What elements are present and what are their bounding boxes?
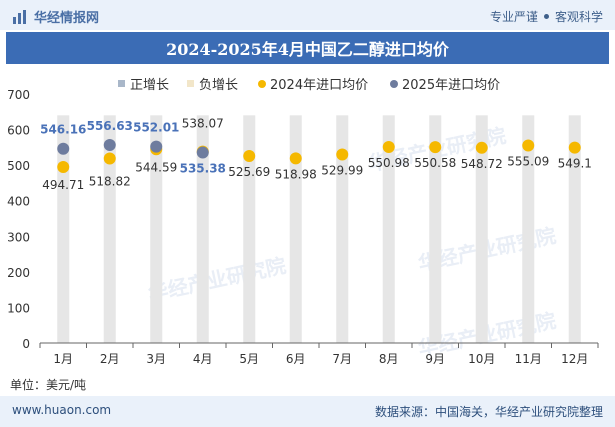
chart: 华经产业研究院华经产业研究院华经产业研究院华经产业研究院正增长负增长2024年进… (7, 78, 599, 366)
point-2025 (196, 146, 209, 159)
data-label-2024: 518.98 (275, 167, 317, 181)
y-tick-label: 500 (7, 159, 30, 173)
data-label-2025: 552.01 (133, 121, 179, 135)
footer-website[interactable]: www.huaon.com (12, 403, 112, 417)
point-2025 (103, 138, 116, 151)
y-tick-label: 700 (7, 88, 30, 102)
legend-marker-1 (187, 80, 194, 87)
data-label-2025: 546.16 (40, 123, 86, 137)
point-2024 (103, 152, 116, 165)
point-2025 (150, 140, 163, 153)
y-tick-label: 300 (7, 230, 30, 244)
background-bar (568, 115, 581, 343)
footer-source: 数据来源：中国海关，华经产业研究院整理 (374, 405, 603, 419)
title-bar: 2024-2025年4月中国乙二醇进口均价 (6, 32, 609, 64)
x-tick-label: 12月 (561, 352, 588, 366)
data-label-2024: 525.69 (228, 165, 270, 179)
y-tick-label: 100 (7, 301, 30, 315)
x-tick-label: 4月 (193, 352, 213, 366)
top-bar: 华经情报网 专业严谨 客观科学 (0, 0, 615, 30)
brand[interactable]: 华经情报网 (12, 7, 99, 26)
point-2024 (568, 141, 581, 154)
background-bar (103, 115, 116, 343)
point-2024 (475, 141, 488, 154)
y-tick-label: 600 (7, 124, 30, 138)
brand-name: 华经情报网 (34, 11, 100, 26)
data-label-2024: 550.98 (368, 156, 410, 170)
background-bar (522, 115, 535, 343)
legend-label-2: 2024年进口均价 (270, 78, 368, 93)
data-label-2024: 548.72 (461, 157, 503, 171)
background-bar (336, 115, 349, 343)
x-tick-label: 3月 (146, 352, 166, 366)
data-label-2025: 535.38 (180, 162, 226, 176)
watermark-text: 华经产业研究院 (146, 253, 288, 306)
background-bar (57, 115, 70, 343)
slogan-part-1: 专业严谨 (489, 10, 538, 24)
data-label-2024: 544.59 (135, 160, 177, 174)
point-2024 (243, 150, 256, 163)
unit-label: 单位：美元/吨 (10, 378, 87, 392)
x-tick-label: 10月 (468, 352, 495, 366)
data-label-2024: 494.71 (42, 178, 84, 192)
point-2024 (57, 161, 70, 174)
brand-logo-icon (13, 9, 26, 24)
x-tick-label: 1月 (53, 352, 73, 366)
x-tick-label: 6月 (286, 352, 306, 366)
point-2025 (57, 142, 70, 155)
background-bar (150, 115, 163, 343)
point-2024 (289, 152, 302, 165)
background-bar (243, 115, 256, 343)
data-label-2024: 549.1 (558, 157, 592, 171)
point-2024 (336, 148, 349, 161)
legend-marker-0 (118, 80, 125, 87)
background-bar (429, 115, 442, 343)
legend-label-1: 负增长 (199, 78, 238, 93)
y-tick-label: 400 (7, 195, 30, 209)
point-2024 (429, 141, 442, 154)
x-tick-label: 8月 (379, 352, 399, 366)
slogan-part-2: 客观科学 (554, 10, 603, 24)
x-tick-label: 7月 (332, 352, 352, 366)
slogan: 专业严谨 客观科学 (490, 8, 603, 25)
legend-marker-2 (258, 80, 266, 88)
x-tick-label: 11月 (515, 352, 542, 366)
legend-label-0: 正增长 (130, 78, 169, 93)
x-tick-label: 5月 (239, 352, 259, 366)
data-label-2024: 550.58 (414, 156, 456, 170)
x-tick-label: 9月 (425, 352, 445, 366)
data-label-2024: 538.07 (182, 117, 224, 131)
data-label-2024: 518.82 (89, 174, 131, 188)
background-bar (289, 115, 302, 343)
separator-dot-icon (543, 14, 549, 19)
y-tick-label: 200 (7, 266, 30, 280)
background-bar (382, 115, 395, 343)
chart-title: 2024-2025年4月中国乙二醇进口均价 (166, 40, 449, 59)
background-bar (196, 115, 209, 343)
footer: www.huaon.com 数据来源：中国海关，华经产业研究院整理 (0, 396, 615, 427)
legend-marker-3 (390, 80, 398, 88)
point-2024 (382, 141, 395, 154)
data-label-2024: 529.99 (321, 163, 363, 177)
data-label-2024: 555.09 (507, 155, 549, 169)
legend-label-3: 2025年进口均价 (402, 78, 500, 93)
data-label-2025: 556.63 (87, 119, 133, 133)
background-bar (475, 115, 488, 343)
x-tick-label: 2月 (100, 352, 120, 366)
y-tick-label: 0 (22, 337, 30, 351)
point-2024 (522, 139, 535, 152)
